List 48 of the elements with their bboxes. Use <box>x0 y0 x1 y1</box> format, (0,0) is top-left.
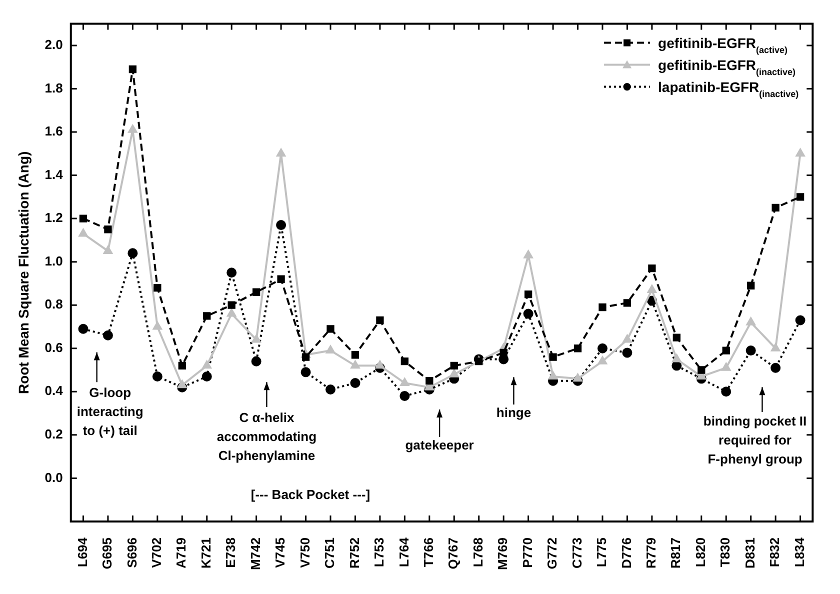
x-tick-label: D776 <box>618 537 634 569</box>
y-tick-label: 0.2 <box>44 426 63 442</box>
x-tick-label: L775 <box>594 537 610 568</box>
x-tick-label: L764 <box>396 536 412 568</box>
annotation: [--- Back Pocket ---] <box>250 487 370 502</box>
x-tick-label: S696 <box>124 537 140 568</box>
x-tick-label: D831 <box>742 537 758 569</box>
annotation: binding pocket II required for F-phenyl group <box>703 414 807 467</box>
x-tick-label: L834 <box>792 536 807 568</box>
x-tick-label: L753 <box>372 537 387 568</box>
x-tick-label: L768 <box>470 537 486 568</box>
x-tick-label: G772 <box>544 537 560 570</box>
x-tick-label: C773 <box>569 537 584 569</box>
x-tick-label: P770 <box>520 537 535 568</box>
x-tick-label: T766 <box>420 537 436 568</box>
annotation: C α-helix accommodating Cl-phenylamine <box>216 410 317 464</box>
y-tick-label: 0.8 <box>44 296 63 312</box>
x-tick-label: V745 <box>272 537 288 568</box>
y-tick-label: 1.8 <box>44 80 63 96</box>
y-tick-label: 0.4 <box>44 383 64 398</box>
x-tick-label: R817 <box>668 537 684 569</box>
x-tick-label: R779 <box>644 537 659 569</box>
y-tick-label: 1.0 <box>44 253 63 268</box>
x-tick-label: C751 <box>322 537 338 569</box>
x-tick-label: A719 <box>174 537 189 569</box>
x-tick-label: L820 <box>692 537 708 568</box>
x-tick-label: R752 <box>346 537 362 569</box>
x-tick-label: G695 <box>100 537 115 570</box>
y-tick-label: 1.2 <box>44 210 63 226</box>
x-tick-label: M742 <box>248 537 263 570</box>
x-tick-label: V750 <box>297 537 312 568</box>
x-tick-label: V702 <box>148 537 164 568</box>
x-tick-label: F832 <box>767 537 782 568</box>
x-tick-label: K721 <box>198 537 214 569</box>
annotation: gatekeeper <box>405 437 474 452</box>
x-tick-label: T830 <box>718 537 733 568</box>
x-tick-label: Q767 <box>446 537 461 570</box>
x-tick-label: E738 <box>223 537 238 568</box>
y-tick-label: 1.6 <box>44 124 63 139</box>
annotation: G-loop interacting to (+) tail <box>76 385 144 438</box>
y-axis-title: Root Mean Square Fluctuation (Ang) <box>15 151 32 394</box>
y-tick-label: 1.4 <box>44 166 64 182</box>
y-tick-label: 2.0 <box>44 37 63 52</box>
y-tick-label: 0.6 <box>44 340 63 355</box>
y-tick-label: 0.0 <box>44 470 63 485</box>
x-tick-label: L694 <box>74 536 90 568</box>
annotation: hinge <box>496 405 532 420</box>
x-tick-label: M769 <box>495 537 510 570</box>
